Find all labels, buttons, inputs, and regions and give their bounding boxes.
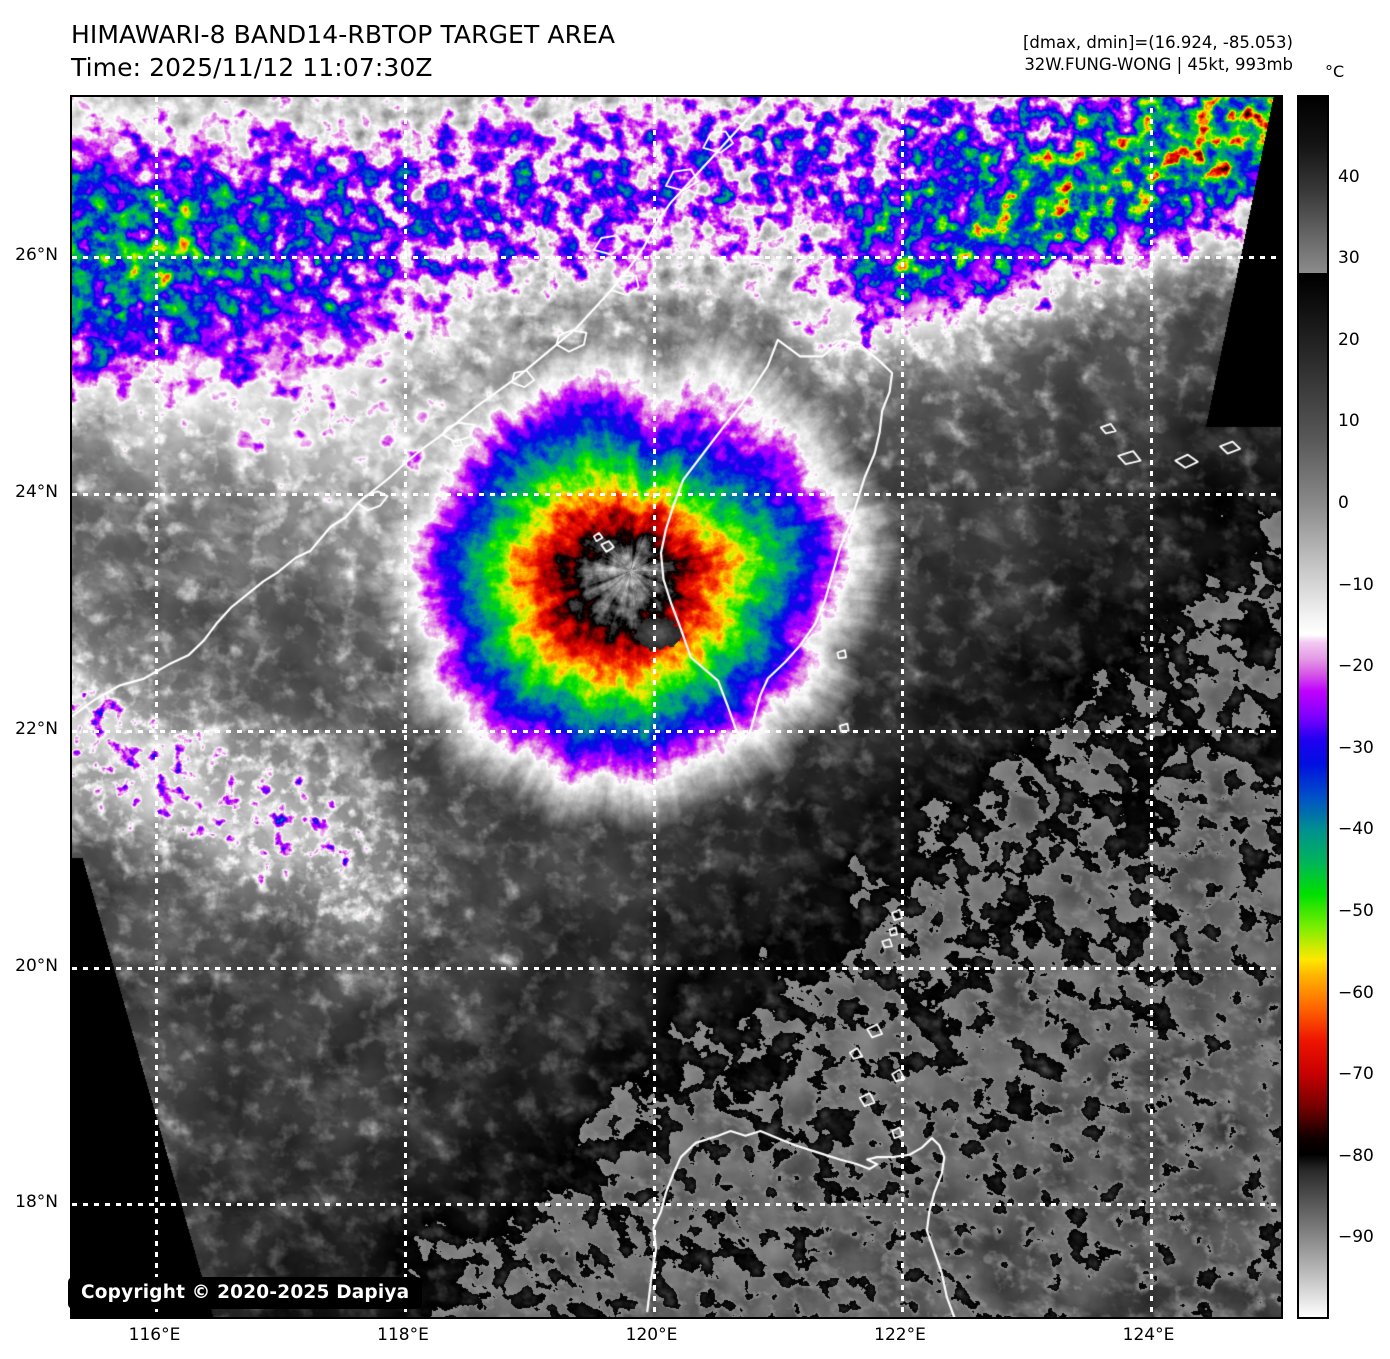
colorbar-tick-label: 10 <box>1338 411 1360 432</box>
colorbar-tick-label: −60 <box>1338 982 1374 1003</box>
lat-tick-label: 20°N <box>15 955 58 976</box>
metadata-block: [dmax, dmin]=(16.924, -85.053) 32W.FUNG-… <box>1023 32 1293 76</box>
lon-tick-label: 120°E <box>625 1325 678 1345</box>
colorbar-tick-label: 40 <box>1338 166 1360 187</box>
colorbar-tick-label: −20 <box>1338 656 1374 677</box>
observation-time: Time: 2025/11/12 11:07:30Z <box>71 53 433 82</box>
data-minmax-label: [dmax, dmin]=(16.924, -85.053) <box>1023 33 1293 52</box>
colorbar-tick-label: −90 <box>1338 1227 1374 1248</box>
colorbar-tick-label: −70 <box>1338 1064 1374 1085</box>
colorbar-tick-label: −10 <box>1338 574 1374 595</box>
lat-tick-label: 22°N <box>15 718 58 739</box>
colorbar-tick-label: −40 <box>1338 819 1374 840</box>
lon-tick-label: 122°E <box>874 1325 926 1345</box>
lat-tick-label: 24°N <box>15 481 58 502</box>
lat-tick-label: 26°N <box>15 244 58 265</box>
colorbar-tick-label: 20 <box>1338 329 1360 350</box>
product-title: HIMAWARI-8 BAND14-RBTOP TARGET AREA <box>71 20 616 49</box>
lat-tick-label: 18°N <box>15 1192 58 1213</box>
colorbar[interactable] <box>1297 95 1329 1319</box>
lon-tick-label: 124°E <box>1122 1325 1175 1345</box>
colorbar-tick-label: −30 <box>1338 737 1374 758</box>
storm-info-label: 32W.FUNG-WONG | 45kt, 993mb <box>1024 55 1293 74</box>
colorbar-unit-label: °C <box>1325 62 1345 81</box>
colorbar-tick-label: −80 <box>1338 1145 1374 1166</box>
colorbar-tick-label: 30 <box>1338 248 1360 269</box>
page-title: HIMAWARI-8 BAND14-RBTOP TARGET AREA Time… <box>71 18 615 84</box>
satellite-image-plot[interactable] <box>70 95 1283 1319</box>
satellite-raster <box>72 97 1281 1317</box>
lon-tick-label: 116°E <box>128 1325 181 1345</box>
lon-tick-label: 118°E <box>377 1325 429 1345</box>
colorbar-tick-label: −50 <box>1338 901 1374 921</box>
copyright-badge: Copyright © 2020-2025 Dapiya <box>68 1277 423 1309</box>
colorbar-main-segment <box>1297 274 1329 1319</box>
colorbar-tick-label: 0 <box>1338 493 1349 513</box>
colorbar-warm-segment <box>1297 95 1329 275</box>
